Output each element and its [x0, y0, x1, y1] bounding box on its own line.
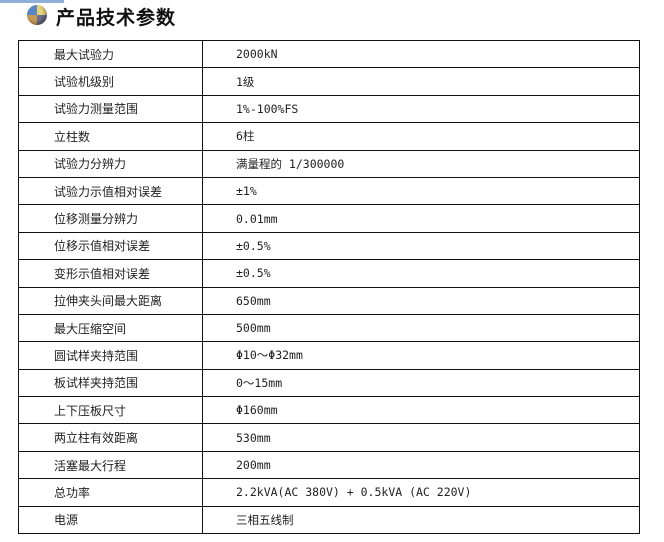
table-row: 最大压缩空间 500mm [18, 313, 640, 343]
param-label: 立柱数 [18, 122, 203, 151]
param-label: 总功率 [18, 478, 203, 507]
table-row: 试验机级别 1级 [18, 67, 640, 96]
param-label: 试验力示值相对误差 [18, 176, 203, 206]
param-value: ±1% [202, 176, 640, 206]
param-label: 位移示值相对误差 [18, 231, 203, 261]
param-value: Φ160mm [202, 396, 640, 425]
table-row: 总功率 2.2kVA(AC 380V) + 0.5kVA (AC 220V) [18, 478, 640, 507]
param-value: 500mm [202, 313, 640, 343]
param-value: 2.2kVA(AC 380V) + 0.5kVA (AC 220V) [202, 478, 640, 507]
param-label: 两立柱有效距离 [18, 423, 203, 452]
param-label: 变形示值相对误差 [18, 259, 203, 288]
param-label: 试验力测量范围 [18, 94, 203, 124]
page-title: 产品技术参数 [56, 7, 177, 29]
param-value: 6柱 [202, 122, 640, 151]
table-row: 圆试样夹持范围 Φ10～Φ32mm [18, 341, 640, 370]
table-row: 试验力分辨力 满量程的 1/300000 [18, 149, 640, 178]
table-row: 立柱数 6柱 [18, 122, 640, 151]
param-value: 650mm [202, 286, 640, 315]
table-row: 拉伸夹头间最大距离 650mm [18, 286, 640, 315]
param-value: ±0.5% [202, 231, 640, 261]
table-row: 位移测量分辨力 0.01mm [18, 204, 640, 233]
param-value: Φ10～Φ32mm [202, 341, 640, 370]
table-row: 活塞最大行程 200mm [18, 450, 640, 480]
param-value: 满量程的 1/300000 [202, 149, 640, 178]
param-value: 0～15mm [202, 368, 640, 398]
param-label: 位移测量分辨力 [18, 204, 203, 233]
param-value: 200mm [202, 450, 640, 480]
param-value: 1%-100%FS [202, 94, 640, 124]
param-label: 试验力分辨力 [18, 149, 203, 178]
param-label: 试验机级别 [18, 67, 203, 96]
param-value: 530mm [202, 423, 640, 452]
parameters-table: 最大试验力 2000kN 试验机级别 1级 试验力测量范围 1%-100%FS 立柱数 6柱试… [18, 39, 640, 535]
top-accent-bar [0, 0, 64, 3]
colored-circle-icon [27, 5, 47, 25]
table-row: 位移示值相对误差 ±0.5% [18, 231, 640, 261]
table-row: 变形示值相对误差 ±0.5% [18, 259, 640, 288]
param-value: 三相五线制 [202, 505, 640, 535]
table-row: 电源 三相五线制 [18, 505, 640, 535]
param-label: 最大压缩空间 [18, 313, 203, 343]
param-label: 活塞最大行程 [18, 450, 203, 480]
param-value: 2000kN [202, 39, 640, 69]
param-label: 拉伸夹头间最大距离 [18, 286, 203, 315]
param-label: 上下压板尺寸 [18, 396, 203, 425]
table-row: 两立柱有效距离 530mm [18, 423, 640, 452]
param-label: 板试样夹持范围 [18, 368, 203, 398]
param-value: 0.01mm [202, 204, 640, 233]
table-row: 板试样夹持范围 0～15mm [18, 368, 640, 398]
param-value: 1级 [202, 67, 640, 96]
table-row: 试验力测量范围 1%-100%FS [18, 94, 640, 124]
param-label: 圆试样夹持范围 [18, 341, 203, 370]
param-value: ±0.5% [202, 259, 640, 288]
param-label: 电源 [18, 505, 203, 535]
table-row: 上下压板尺寸 Φ160mm [18, 396, 640, 425]
table-row: 最大试验力 2000kN [18, 39, 640, 69]
param-label: 最大试验力 [18, 39, 203, 69]
table-row: 试验力示值相对误差 ±1% [18, 176, 640, 206]
